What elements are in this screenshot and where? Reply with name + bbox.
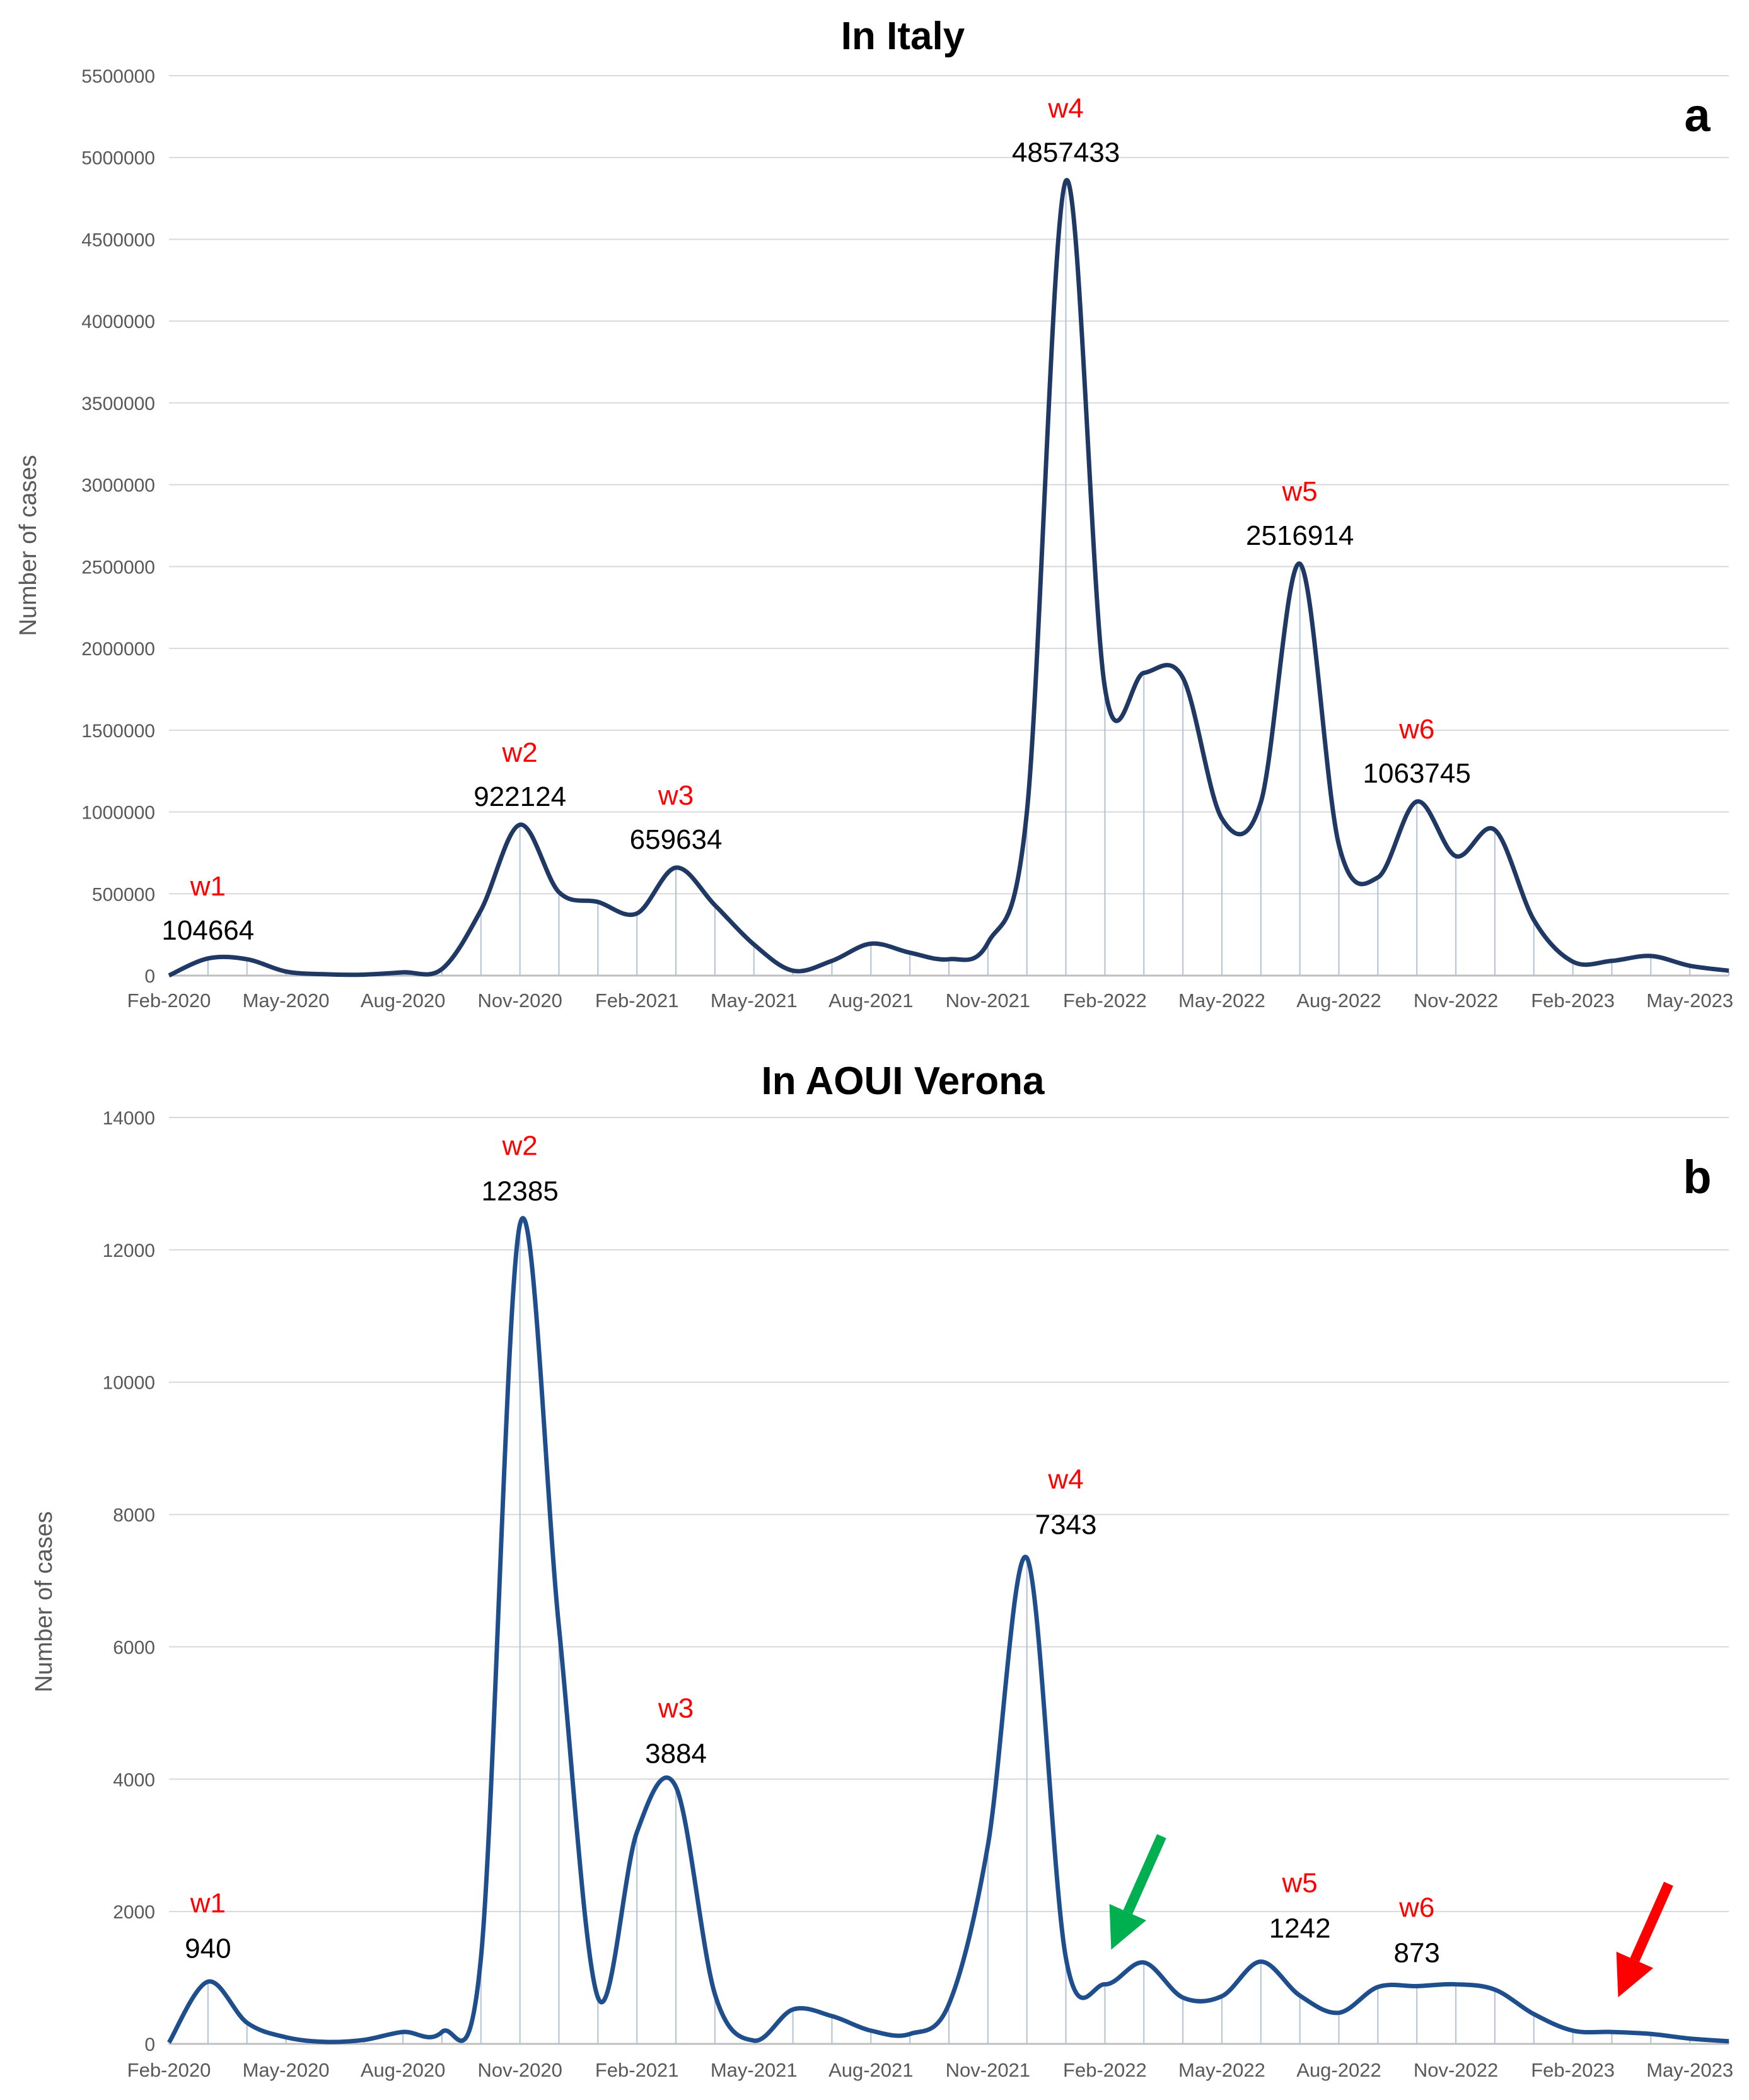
x-tick-label: Aug-2022: [1296, 2059, 1381, 2081]
wave-label-w6: w6: [1398, 1892, 1434, 1923]
x-tick-label: Nov-2022: [1414, 2059, 1498, 2081]
panel-a-plot-area: 0 500000 1000000 1500000 2000000 2500000 30000…: [81, 66, 1733, 1012]
y-tick-label: 14000: [103, 1108, 155, 1129]
x-tick-label: Aug-2021: [828, 2059, 913, 2081]
x-tick-label: Nov-2021: [946, 989, 1030, 1012]
data-label-w1: 104664: [161, 915, 254, 946]
series-line: [168, 178, 1729, 977]
data-label-w3: 659634: [630, 824, 723, 855]
y-tick-label: 2500000: [81, 557, 155, 578]
data-label-w6: 873: [1393, 1937, 1439, 1968]
data-label-w5: 1242: [1269, 1913, 1331, 1944]
series-line: [166, 1216, 1729, 2045]
x-tick-label: Feb-2020: [127, 2059, 211, 2081]
y-tick-label: 4000000: [81, 312, 155, 332]
wave-label-w2: w2: [502, 1130, 538, 1161]
data-label-w3: 3884: [645, 1738, 707, 1769]
panel-a-title: In Italy: [841, 15, 965, 58]
data-label-w4: 4857433: [1012, 137, 1120, 168]
x-tick-label: Feb-2023: [1531, 989, 1615, 1012]
wave-label-w4: w4: [1047, 1464, 1083, 1495]
x-tick-label: Nov-2020: [477, 2059, 562, 2081]
x-tick-label: Feb-2022: [1063, 2059, 1147, 2081]
x-tick-label: Aug-2022: [1296, 989, 1381, 1012]
y-tick-label: 3500000: [81, 394, 155, 414]
panel-b-verona: In AOUI Verona b Number of cases 0 2000 40…: [31, 1059, 1733, 2081]
y-tick-label: 1000000: [81, 803, 155, 824]
x-tick-label: Aug-2020: [361, 2059, 445, 2081]
panel-b-letter: b: [1683, 1151, 1711, 1203]
y-tick-label: 6000: [113, 1637, 155, 1658]
panel-a-italy: In Italy a Number of cases 0 500000 100000…: [15, 15, 1733, 1012]
x-tick-label: Nov-2021: [946, 2059, 1030, 2081]
data-label-w4: 7343: [1035, 1510, 1097, 1541]
wave-label-w3: w3: [658, 780, 694, 811]
red-arrow-shaft: [1630, 1881, 1673, 1962]
x-tick-label: Nov-2020: [477, 989, 562, 1012]
wave-label-w2: w2: [502, 737, 538, 768]
green-arrow-shaft: [1123, 1834, 1166, 1915]
wave-label-w3: w3: [658, 1693, 694, 1724]
x-tick-label: Feb-2021: [595, 2059, 679, 2081]
wave-label-w1: w1: [190, 871, 226, 902]
data-label-w2: 922124: [474, 781, 566, 812]
x-tick-label: Aug-2021: [828, 989, 913, 1012]
y-tick-label: 5500000: [81, 66, 155, 87]
wave-label-w5: w5: [1282, 476, 1318, 507]
y-tick-label: 5000000: [81, 148, 155, 169]
y-tick-label: 2000000: [81, 639, 155, 660]
y-tick-label: 500000: [92, 884, 155, 905]
panel-b-y-axis-label: Number of cases: [31, 1511, 57, 1692]
wave-label-w6: w6: [1398, 714, 1434, 745]
y-tick-label: 2000: [113, 1902, 155, 1923]
y-tick-label: 0: [144, 2034, 155, 2055]
x-tick-label: Feb-2022: [1063, 989, 1147, 1012]
x-tick-label: May-2022: [1178, 989, 1265, 1012]
data-label-w6: 1063745: [1363, 758, 1471, 789]
x-tick-label: May-2023: [1646, 2059, 1733, 2081]
y-tick-label: 3000000: [81, 475, 155, 496]
data-label-w2: 12385: [481, 1175, 558, 1206]
data-label-w1: 940: [185, 1933, 231, 1964]
x-tick-label: May-2021: [711, 989, 798, 1012]
x-tick-label: Feb-2021: [595, 989, 679, 1012]
y-tick-label: 10000: [103, 1373, 155, 1394]
x-tick-label: Feb-2023: [1531, 2059, 1615, 2081]
wave-label-w5: w5: [1282, 1868, 1318, 1899]
data-label-w5: 2516914: [1246, 520, 1354, 551]
panel-b-title: In AOUI Verona: [761, 1059, 1045, 1103]
panel-b-plot-area: 0 2000 4000 6000 8000 10000 12000 14000 Feb-2020…: [103, 1108, 1734, 2081]
wave-label-w1: w1: [190, 1887, 226, 1918]
y-tick-label: 12000: [103, 1240, 155, 1261]
y-tick-label: 0: [144, 966, 155, 987]
x-tick-label: May-2020: [243, 2059, 330, 2081]
x-tick-label: May-2021: [711, 2059, 798, 2081]
y-tick-label: 4500000: [81, 230, 155, 250]
y-tick-label: 1500000: [81, 721, 155, 742]
x-tick-label: May-2022: [1178, 2059, 1265, 2081]
x-tick-label: May-2020: [243, 989, 330, 1012]
x-tick-label: Feb-2020: [127, 989, 211, 1012]
x-tick-label: May-2023: [1646, 989, 1733, 1012]
y-tick-label: 4000: [113, 1770, 155, 1790]
wave-label-w4: w4: [1047, 93, 1083, 124]
x-tick-label: Nov-2022: [1414, 989, 1498, 1012]
panel-a-y-axis-label: Number of cases: [15, 455, 42, 636]
panel-a-letter: a: [1684, 89, 1711, 141]
x-tick-label: Aug-2020: [361, 989, 445, 1012]
red-arrow-head: [1616, 1951, 1654, 1998]
green-arrow-head: [1109, 1904, 1147, 1950]
y-tick-label: 8000: [113, 1505, 155, 1526]
